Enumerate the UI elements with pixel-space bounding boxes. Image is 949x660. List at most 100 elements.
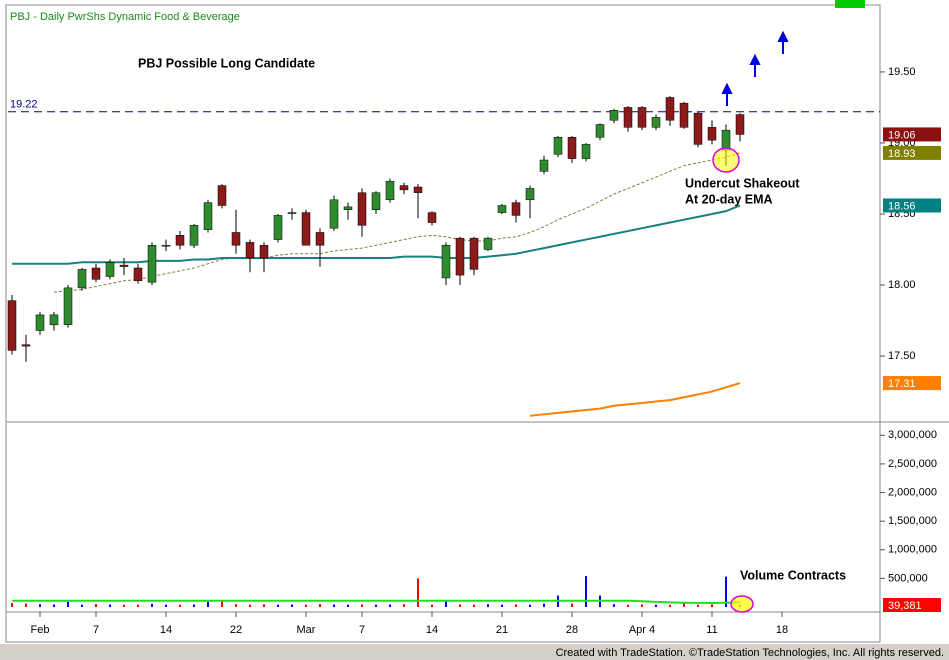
candle-body xyxy=(455,237,465,276)
value-tag-label: 17.31 xyxy=(888,378,916,390)
highlight-circle xyxy=(730,595,754,613)
volume-bar xyxy=(543,603,545,607)
candle-body xyxy=(427,212,437,223)
volume-bar xyxy=(11,602,13,607)
candle-body xyxy=(147,245,157,283)
arrows xyxy=(721,30,789,106)
candle-body xyxy=(49,314,59,326)
candle-body xyxy=(301,212,311,246)
footer: Created with TradeStation. ©TradeStation… xyxy=(556,647,944,659)
volume-bar xyxy=(347,604,349,607)
candle-body xyxy=(91,267,101,280)
candle-body xyxy=(665,97,675,121)
volume-bar xyxy=(697,604,699,607)
indicator-line xyxy=(529,382,741,417)
value-tag-label: 18.93 xyxy=(888,148,916,160)
y-tick-label: 2,000,000 xyxy=(888,486,937,498)
status-box xyxy=(835,0,865,8)
volume-bar xyxy=(683,602,685,607)
candle-body xyxy=(651,117,661,128)
annotation: PBJ Possible Long Candidate xyxy=(138,56,315,70)
candle-body xyxy=(329,199,339,229)
candle-body xyxy=(483,237,493,250)
volume-bar xyxy=(123,604,125,607)
candle-body xyxy=(679,102,689,128)
volume-bar xyxy=(613,604,615,607)
candle-body xyxy=(231,232,241,246)
candle-body xyxy=(693,112,703,145)
volume-bar xyxy=(459,604,461,607)
candle-body xyxy=(581,144,591,159)
y-tick-label: 19.50 xyxy=(888,66,916,78)
candle-body xyxy=(609,110,619,121)
x-tick-label: Apr 4 xyxy=(629,624,655,636)
arrow-head xyxy=(749,53,761,65)
volume-bar xyxy=(165,604,167,607)
volume-bar xyxy=(39,604,41,607)
y-tick-label: 2,500,000 xyxy=(888,458,937,470)
annotation: Volume Contracts xyxy=(740,568,846,582)
candle-body xyxy=(511,202,521,216)
volume-bar xyxy=(641,604,643,607)
candle-body xyxy=(287,212,297,214)
x-tick-label: 18 xyxy=(776,624,788,636)
volume-bar xyxy=(711,604,713,607)
x-tick-label: 22 xyxy=(230,624,242,636)
candle-body xyxy=(189,225,199,246)
volume-bar xyxy=(95,604,97,607)
y-tick-label: 500,000 xyxy=(888,572,928,584)
volume-bar xyxy=(417,578,419,607)
candle-body xyxy=(35,314,45,331)
chart-title: PBJ - Daily PwrShs Dynamic Food & Bevera… xyxy=(10,11,240,23)
candle-body xyxy=(161,245,171,247)
volume-bar xyxy=(193,604,195,607)
value-tag-label: 19.06 xyxy=(888,129,916,141)
volume-bar xyxy=(235,604,237,607)
volume-bar xyxy=(669,604,671,607)
candle-body xyxy=(553,137,563,155)
volume-bar xyxy=(627,604,629,607)
candle-body xyxy=(595,124,605,138)
candle-body xyxy=(63,287,73,326)
candle-body xyxy=(133,267,143,282)
arrow-head xyxy=(721,82,733,94)
indicator-line xyxy=(53,152,741,293)
candle-body xyxy=(203,202,213,230)
annotation: Undercut Shakeout xyxy=(685,176,800,190)
x-tick-label: 14 xyxy=(426,624,438,636)
value-tag xyxy=(883,198,941,213)
volume-bar xyxy=(221,600,223,607)
candle-body xyxy=(371,192,381,210)
annotation: At 20-day EMA xyxy=(685,192,773,206)
volume-bar xyxy=(725,576,727,607)
value-tag xyxy=(883,145,941,160)
candle-body xyxy=(343,206,353,210)
indicator-line xyxy=(12,204,741,265)
candle-body xyxy=(623,107,633,128)
volume-bar xyxy=(389,604,391,607)
candle-body xyxy=(119,264,129,267)
volume-bar xyxy=(515,604,517,607)
volume-bar xyxy=(487,604,489,607)
x-tick-label: 28 xyxy=(566,624,578,636)
candle-body xyxy=(77,269,87,289)
y-tick-label: 17.50 xyxy=(888,350,916,362)
volume-bar xyxy=(249,604,251,607)
candle-body xyxy=(217,185,227,206)
candle-body xyxy=(259,245,269,259)
x-tick-label: 7 xyxy=(359,624,365,636)
candle-body xyxy=(721,129,731,151)
volume-bar xyxy=(277,604,279,607)
volume-bar xyxy=(179,604,181,607)
y-tick-label: 3,000,000 xyxy=(888,429,937,441)
candle-body xyxy=(245,242,255,259)
candle-body xyxy=(539,159,549,172)
volume-bar xyxy=(571,603,573,607)
volume-bar xyxy=(151,603,153,607)
candle-body xyxy=(105,262,115,277)
value-tag xyxy=(883,598,941,612)
volume-bar xyxy=(53,604,55,607)
volume-average xyxy=(12,599,741,604)
volume-bar xyxy=(207,601,209,607)
volume-bar xyxy=(361,604,363,607)
